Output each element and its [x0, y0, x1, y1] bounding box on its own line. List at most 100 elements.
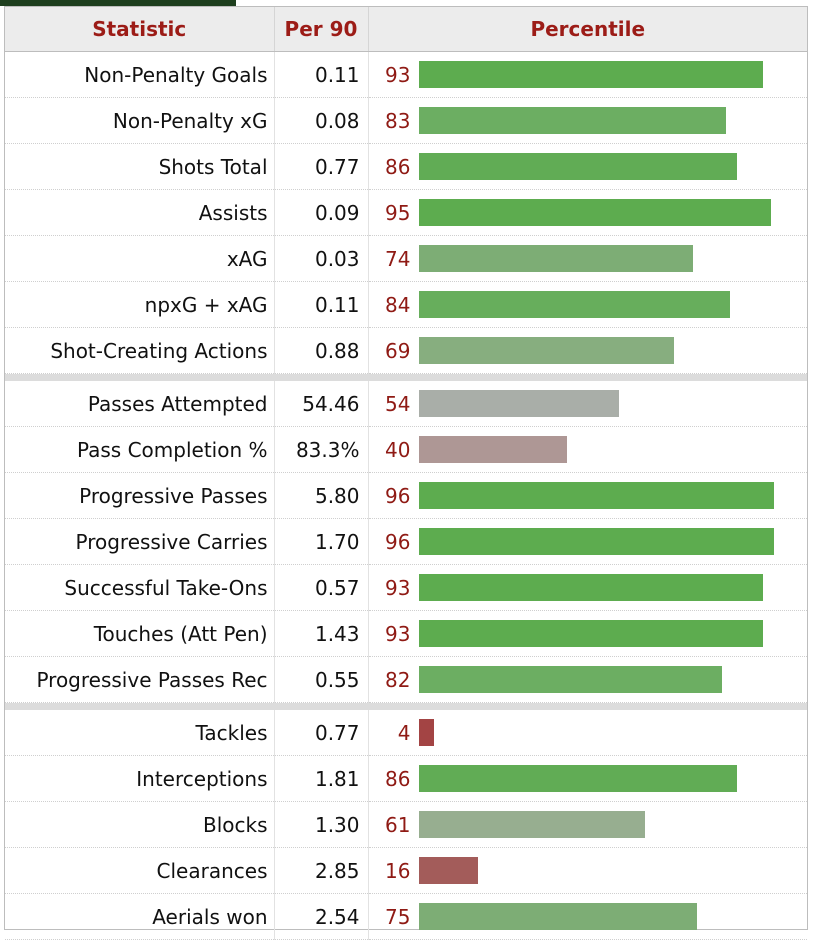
- percentile-cell: 54: [368, 381, 807, 427]
- table-row: Non-Penalty xG 0.08 83: [5, 97, 807, 144]
- percentile-value: 96: [385, 483, 411, 508]
- percentile-value: 83: [385, 108, 411, 133]
- percentile-value: 82: [385, 667, 411, 692]
- percentile-value: 40: [385, 437, 411, 462]
- table-row: Aerials won 2.54 75: [5, 893, 807, 940]
- stat-name: npxG + xAG: [5, 281, 274, 328]
- percentile-bar: [418, 574, 763, 601]
- percentile-cell: 86: [368, 755, 807, 802]
- per90-value: 83.3%: [273, 426, 369, 473]
- tab-indicator: [0, 0, 236, 6]
- percentile-cell: 82: [368, 656, 807, 703]
- percentile-cell: 96: [368, 518, 807, 565]
- percentile-value: 93: [385, 62, 411, 87]
- group-separator: [5, 373, 807, 381]
- percentile-cell: 4: [368, 710, 807, 756]
- table-row: Shots Total 0.77 86: [5, 143, 807, 190]
- percentile-value: 96: [385, 529, 411, 554]
- table-row: Progressive Carries 1.70 96: [5, 518, 807, 565]
- percentile-value: 95: [385, 200, 411, 225]
- table-body: Non-Penalty Goals 0.11 93 Non-Penalty xG 0.0…: [5, 51, 807, 940]
- percentile-bar: [418, 765, 737, 792]
- percentile-value: 16: [385, 858, 411, 883]
- per90-value: 0.55: [273, 656, 369, 703]
- percentile-value: 86: [385, 766, 411, 791]
- percentile-bar: [418, 199, 771, 226]
- stat-name: Assists: [5, 189, 274, 236]
- per90-value: 2.85: [273, 847, 369, 894]
- per90-value: 0.88: [273, 327, 369, 374]
- percentile-value: 61: [385, 812, 411, 837]
- table-row: Clearances 2.85 16: [5, 847, 807, 894]
- table-row: xAG 0.03 74: [5, 235, 807, 282]
- stat-name: Shot-Creating Actions: [5, 327, 274, 374]
- per90-value: 5.80: [273, 472, 369, 519]
- stat-name: Clearances: [5, 847, 274, 894]
- table-row: Pass Completion % 83.3% 40: [5, 426, 807, 473]
- stat-name: Interceptions: [5, 755, 274, 802]
- per90-value: 0.11: [273, 281, 369, 328]
- table-row: npxG + xAG 0.11 84: [5, 281, 807, 328]
- percentile-value: 69: [385, 338, 411, 363]
- percentile-bar: [418, 337, 674, 364]
- stat-name: Progressive Passes: [5, 472, 274, 519]
- table-row: Progressive Passes 5.80 96: [5, 472, 807, 519]
- percentile-bar: [418, 482, 774, 509]
- percentile-header[interactable]: Percentile: [368, 7, 807, 52]
- percentile-bar: [418, 903, 697, 930]
- stat-name: Successful Take-Ons: [5, 564, 274, 611]
- percentile-value: 54: [385, 391, 411, 416]
- percentile-bar: [418, 620, 763, 647]
- per90-value: 1.30: [273, 801, 369, 848]
- per90-value: 54.46: [273, 381, 369, 427]
- percentile-value: 74: [385, 246, 411, 271]
- percentile-bar: [418, 857, 478, 884]
- table-row: Tackles 0.77 4: [5, 710, 807, 756]
- percentile-value: 86: [385, 154, 411, 179]
- stat-name: Touches (Att Pen): [5, 610, 274, 657]
- per90-header[interactable]: Per 90: [274, 7, 369, 52]
- table-row: Interceptions 1.81 86: [5, 755, 807, 802]
- per90-value: 0.11: [273, 51, 369, 98]
- percentile-cell: 95: [368, 189, 807, 236]
- per90-value: 0.57: [273, 564, 369, 611]
- stat-name: Blocks: [5, 801, 274, 848]
- percentile-value: 4: [397, 720, 411, 745]
- percentile-value: 84: [385, 292, 411, 317]
- percentile-cell: 96: [368, 472, 807, 519]
- percentile-bar: [418, 153, 737, 180]
- statistic-header[interactable]: Statistic: [5, 7, 275, 52]
- per90-value: 0.09: [273, 189, 369, 236]
- table-row: Assists 0.09 95: [5, 189, 807, 236]
- percentile-bar: [418, 811, 645, 838]
- stat-name: Aerials won: [5, 893, 274, 940]
- percentile-cell: 84: [368, 281, 807, 328]
- percentile-bar: [418, 245, 693, 272]
- stat-name: Non-Penalty xG: [5, 97, 274, 144]
- stat-name: Tackles: [5, 710, 274, 756]
- percentile-cell: 83: [368, 97, 807, 144]
- table-row: Blocks 1.30 61: [5, 801, 807, 848]
- stat-name: xAG: [5, 235, 274, 282]
- per90-value: 0.77: [273, 710, 369, 756]
- per90-value: 1.70: [273, 518, 369, 565]
- stat-name: Progressive Carries: [5, 518, 274, 565]
- table-row: Successful Take-Ons 0.57 93: [5, 564, 807, 611]
- per90-value: 0.03: [273, 235, 369, 282]
- percentile-cell: 93: [368, 610, 807, 657]
- table-row: Touches (Att Pen) 1.43 93: [5, 610, 807, 657]
- scouting-report-table-wrapper: Statistic Per 90 Percentile Non-Penalty …: [4, 6, 808, 940]
- stat-name: Shots Total: [5, 143, 274, 190]
- stat-name: Passes Attempted: [5, 381, 274, 427]
- percentile-bar: [418, 390, 619, 417]
- percentile-bar: [418, 666, 722, 693]
- header-row: Statistic Per 90 Percentile: [5, 7, 807, 52]
- table-row: Passes Attempted 54.46 54: [5, 381, 807, 427]
- percentile-bar: [418, 436, 567, 463]
- percentile-cell: 93: [368, 51, 807, 98]
- percentile-cell: 93: [368, 564, 807, 611]
- per90-value: 0.08: [273, 97, 369, 144]
- group-separator: [5, 702, 807, 710]
- per90-value: 1.81: [273, 755, 369, 802]
- scouting-report-table: Statistic Per 90 Percentile Non-Penalty …: [5, 7, 807, 940]
